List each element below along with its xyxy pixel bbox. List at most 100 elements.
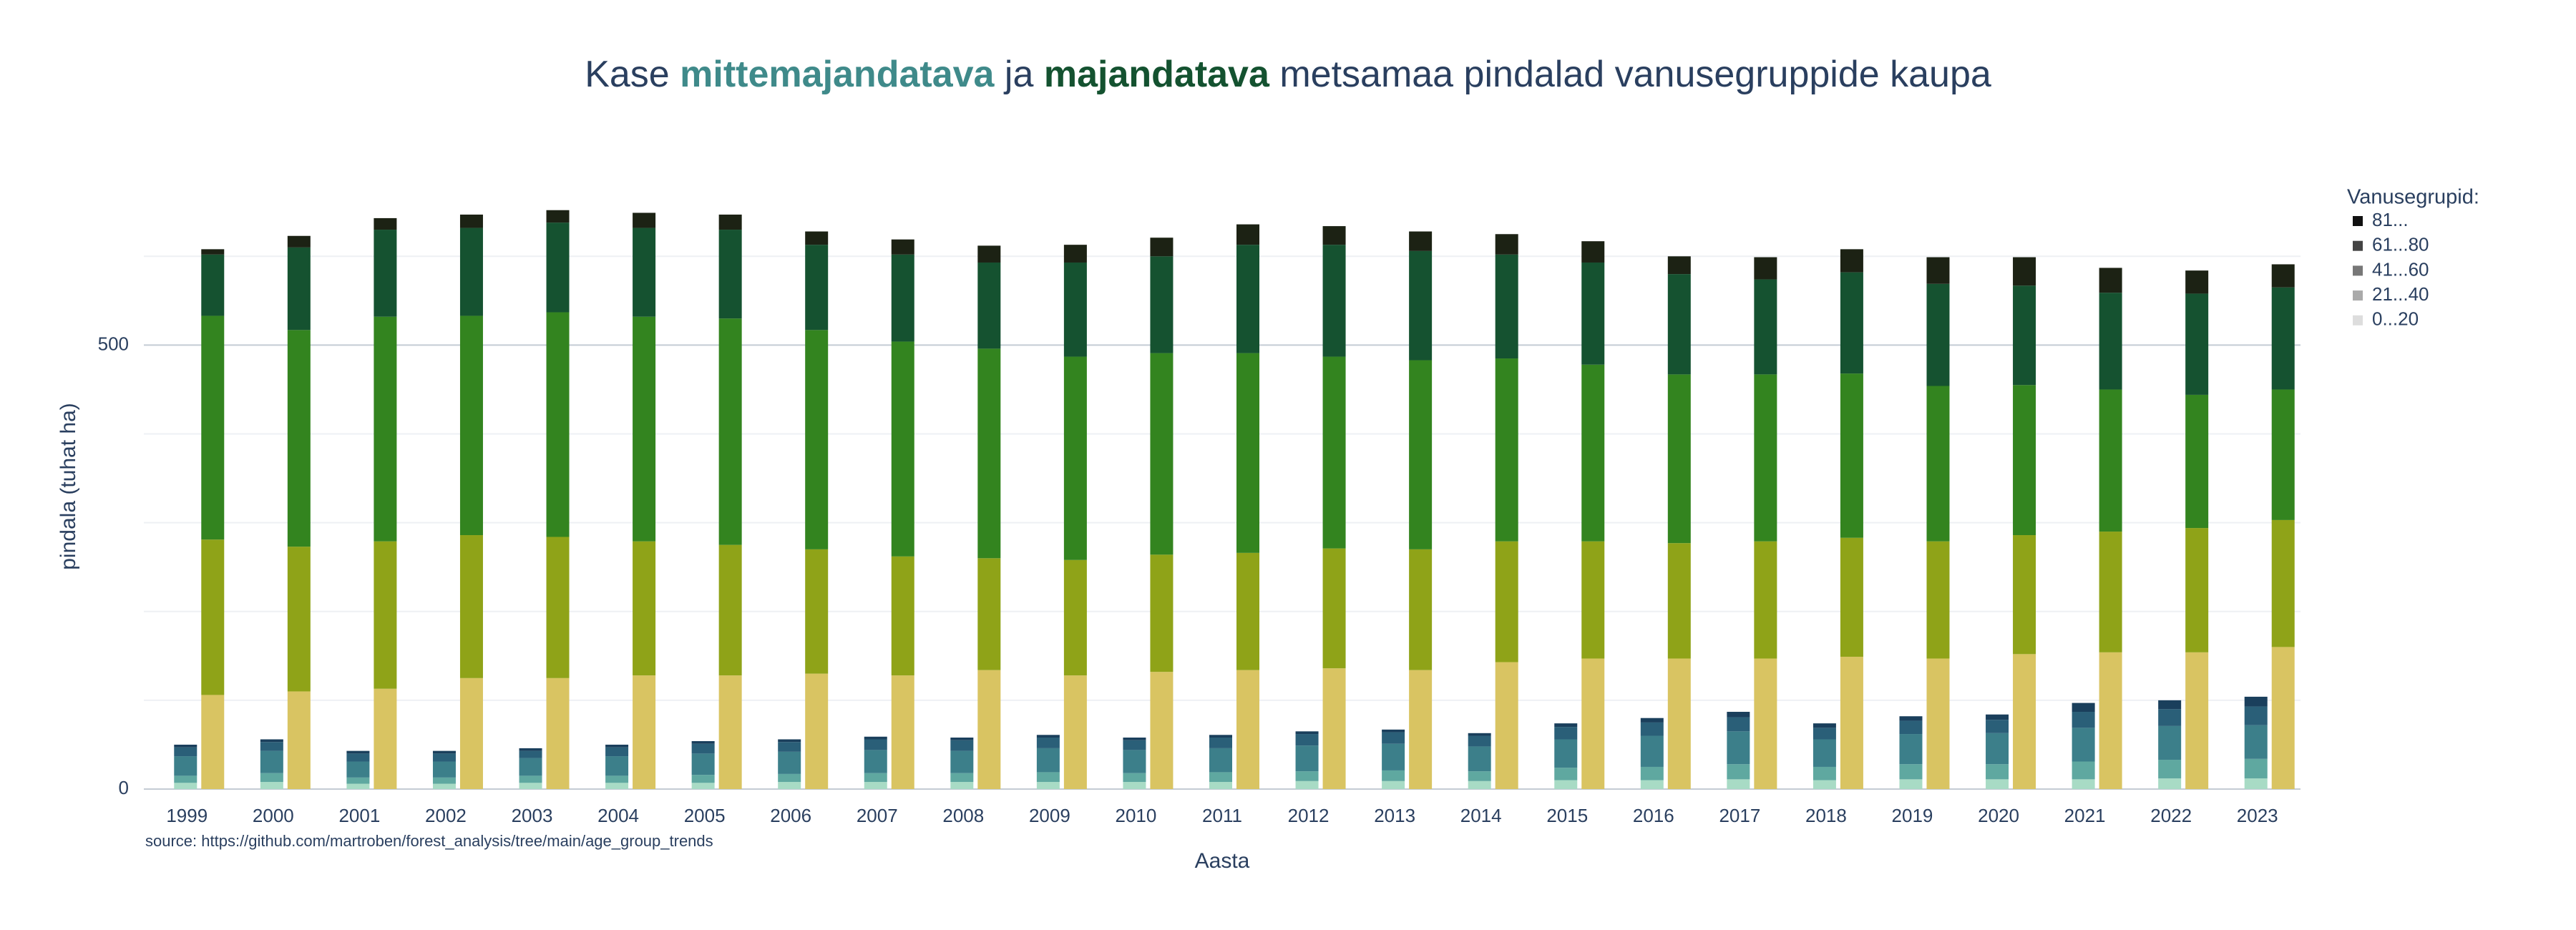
bar-segment	[287, 235, 311, 248]
bar-segment	[1150, 353, 1174, 555]
bar-segment	[2244, 758, 2268, 779]
bar-segment	[605, 756, 629, 776]
bar-segment	[1840, 537, 1863, 657]
bar-segment	[1813, 739, 1836, 767]
bar-segment	[633, 212, 656, 228]
bar-segment	[1986, 714, 2009, 720]
bar-segment	[1581, 658, 1605, 789]
bar-segment	[432, 750, 456, 754]
bar-segment	[1123, 782, 1146, 789]
x-tick-label: 2021	[2064, 805, 2106, 826]
bar-segment	[805, 673, 829, 789]
bar-segment	[1581, 241, 1605, 263]
bar-segment	[718, 318, 742, 545]
bar-segment	[891, 675, 914, 789]
bar-segment	[2185, 652, 2209, 789]
x-tick-label: 2008	[942, 805, 984, 826]
bar-segment	[950, 750, 974, 773]
bar-segment	[1382, 729, 1405, 733]
bar-segment	[864, 782, 887, 789]
bar-segment	[519, 758, 542, 776]
bar-segment	[2099, 293, 2122, 390]
bar-segment	[1063, 262, 1087, 357]
bar-segment	[691, 743, 715, 754]
legend-title: Vanusegrupid:	[2347, 186, 2479, 209]
bar-segment	[2099, 389, 2122, 532]
bar-segment	[1754, 257, 1777, 280]
title-part: ja	[994, 54, 1043, 95]
bar-segment	[201, 695, 225, 789]
bar-segment	[2099, 532, 2122, 652]
bar-segment	[1581, 262, 1605, 365]
bar-segment	[2271, 264, 2295, 288]
bar-segment	[2072, 728, 2095, 762]
bar-segment	[1554, 723, 1578, 728]
bar-segment	[2072, 779, 2095, 789]
legend-label: 61...80	[2372, 234, 2429, 255]
legend-swatch	[2353, 216, 2363, 226]
bar-segment	[346, 777, 370, 784]
bar-segment	[718, 544, 742, 676]
bar-segment	[691, 753, 715, 775]
bar-segment	[1986, 779, 2009, 789]
x-tick-label: 2011	[1202, 805, 1242, 826]
bar-segment	[1926, 283, 1950, 386]
bar-segment	[2271, 287, 2295, 390]
bar-segment	[346, 783, 370, 789]
bar-segment	[174, 783, 197, 789]
x-tick-label: 2019	[1892, 805, 1933, 826]
bar-segment	[950, 738, 974, 740]
bar-segment	[1322, 668, 1346, 789]
bar-segment	[1236, 552, 1259, 670]
bar-segment	[1754, 541, 1777, 659]
x-tick-label: 2006	[770, 805, 811, 826]
x-tick-label: 2022	[2150, 805, 2192, 826]
bar-segment	[1495, 662, 1518, 789]
bar-segment	[605, 744, 629, 748]
bar-segment	[2185, 293, 2209, 395]
bar-segment	[1813, 728, 1836, 740]
bar-segment	[2244, 778, 2268, 789]
bar-segment	[1409, 231, 1433, 251]
bar-segment	[1899, 716, 1923, 721]
bar-segment	[1150, 672, 1174, 789]
legend-label: 0...20	[2372, 308, 2419, 330]
x-tick-label: 1999	[166, 805, 208, 826]
x-tick-label: 2001	[338, 805, 380, 826]
legend-label: 21...40	[2372, 283, 2429, 305]
bar-segment	[374, 217, 397, 230]
bar-segment	[459, 315, 483, 536]
bar-segment	[1840, 249, 1863, 273]
bar-segment	[718, 230, 742, 319]
bar-segment	[950, 740, 974, 751]
bar-segment	[374, 688, 397, 789]
bar-segment	[1036, 738, 1060, 748]
x-tick-label: 2007	[857, 805, 898, 826]
bar-segment	[2271, 389, 2295, 520]
bar-segment	[633, 227, 656, 317]
x-tick-label: 2017	[1719, 805, 1760, 826]
bar-segment	[891, 254, 914, 342]
bar-segment	[977, 670, 1001, 789]
x-tick-label: 2023	[2237, 805, 2278, 826]
bar-segment	[633, 675, 656, 789]
x-tick-label: 2010	[1116, 805, 1157, 826]
bar-segment	[1667, 256, 1691, 275]
bar-segment	[1581, 541, 1605, 659]
bar-segment	[287, 330, 311, 547]
bar-segment	[778, 751, 801, 774]
bar-segment	[1123, 750, 1146, 773]
bar-segment	[1899, 764, 1923, 780]
legend-label: 41...60	[2372, 258, 2429, 280]
y-axis-label: pindala (tuhat ha)	[57, 403, 80, 570]
bar-segment	[1063, 356, 1087, 560]
bar-segment	[1150, 256, 1174, 353]
bar-segment	[260, 750, 283, 773]
bar-segment	[1640, 735, 1664, 767]
bar-segment	[1468, 780, 1491, 789]
bar-segment	[201, 249, 225, 255]
bar-segment	[605, 775, 629, 783]
bar-segment	[1236, 670, 1259, 789]
